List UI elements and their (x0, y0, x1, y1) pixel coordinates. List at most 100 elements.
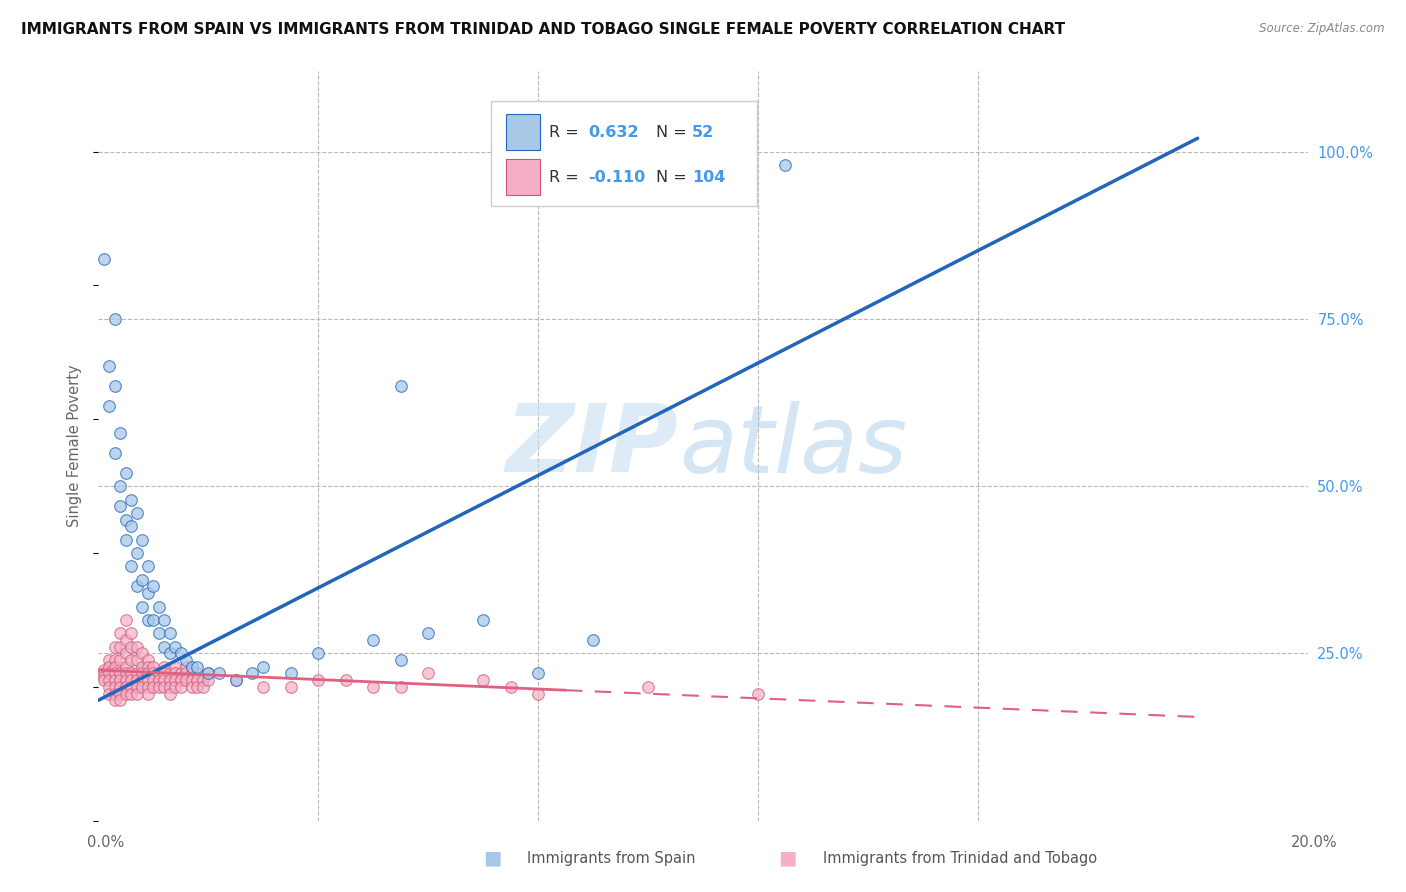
Point (142, 673, 165, 688)
Point (104, 666, 127, 681)
Point (120, 680, 142, 694)
Point (131, 533, 153, 547)
Point (125, 640, 148, 654)
Point (252, 660, 274, 674)
Point (361, 680, 384, 694)
Point (110, 680, 132, 694)
Point (98, 666, 121, 681)
Point (125, 680, 148, 694)
Point (153, 613, 176, 627)
Point (142, 666, 165, 681)
Point (527, 687, 550, 701)
Point (115, 660, 138, 674)
Point (125, 673, 148, 688)
Point (280, 680, 302, 694)
Point (159, 626, 181, 640)
Point (136, 680, 159, 694)
Point (98, 680, 121, 694)
Point (191, 680, 214, 694)
Point (120, 666, 142, 681)
Point (747, 687, 769, 701)
Point (186, 666, 208, 681)
Point (136, 660, 159, 674)
Point (208, 666, 231, 681)
Point (104, 312, 127, 326)
Point (186, 660, 208, 674)
Point (148, 680, 170, 694)
Point (98, 660, 121, 674)
Point (131, 599, 153, 614)
Point (115, 533, 138, 547)
FancyBboxPatch shape (506, 159, 540, 195)
Point (418, 626, 440, 640)
Point (159, 687, 181, 701)
Point (142, 613, 165, 627)
Point (110, 687, 132, 701)
Point (170, 646, 193, 660)
Point (115, 666, 138, 681)
Point (389, 379, 412, 393)
Point (98, 359, 121, 373)
Point (115, 673, 138, 688)
Point (120, 519, 142, 533)
Point (115, 646, 138, 660)
Point (180, 673, 202, 688)
Point (148, 666, 170, 681)
Point (104, 687, 127, 701)
Point (110, 500, 132, 514)
Text: 20.0%: 20.0% (1291, 836, 1339, 850)
Point (125, 506, 148, 520)
Point (115, 513, 138, 527)
Point (131, 680, 153, 694)
Point (191, 673, 214, 688)
Point (197, 673, 219, 688)
Point (153, 666, 176, 681)
Point (472, 613, 495, 627)
Point (98, 687, 121, 701)
Point (136, 559, 159, 574)
Point (389, 653, 412, 667)
Point (131, 646, 153, 660)
Point (110, 666, 132, 681)
Point (159, 666, 181, 681)
Point (225, 673, 247, 688)
Text: ZIP: ZIP (506, 400, 679, 492)
Point (165, 640, 187, 654)
Point (142, 660, 165, 674)
Point (115, 680, 138, 694)
Point (142, 580, 165, 594)
Point (136, 586, 159, 600)
Point (98, 653, 121, 667)
Point (142, 680, 165, 694)
Point (170, 673, 193, 688)
Point (93, 666, 115, 681)
Point (176, 660, 198, 674)
Point (131, 673, 153, 688)
Text: Source: ZipAtlas.com: Source: ZipAtlas.com (1260, 22, 1385, 36)
Point (136, 687, 159, 701)
Point (165, 673, 187, 688)
Point (389, 680, 412, 694)
Point (165, 680, 187, 694)
Point (186, 673, 208, 688)
Text: 52: 52 (692, 125, 714, 139)
Point (252, 680, 274, 694)
Point (186, 680, 208, 694)
Text: -0.110: -0.110 (588, 169, 645, 185)
Point (120, 626, 142, 640)
Point (131, 666, 153, 681)
Point (98, 673, 121, 688)
Point (527, 666, 550, 681)
Point (148, 599, 170, 614)
Point (131, 660, 153, 674)
Point (159, 646, 181, 660)
Point (136, 653, 159, 667)
Point (136, 673, 159, 688)
Point (110, 653, 132, 667)
Point (120, 673, 142, 688)
FancyBboxPatch shape (492, 102, 758, 206)
Text: Immigrants from Trinidad and Tobago: Immigrants from Trinidad and Tobago (823, 851, 1097, 865)
Point (153, 640, 176, 654)
Point (104, 673, 127, 688)
Point (582, 633, 605, 648)
